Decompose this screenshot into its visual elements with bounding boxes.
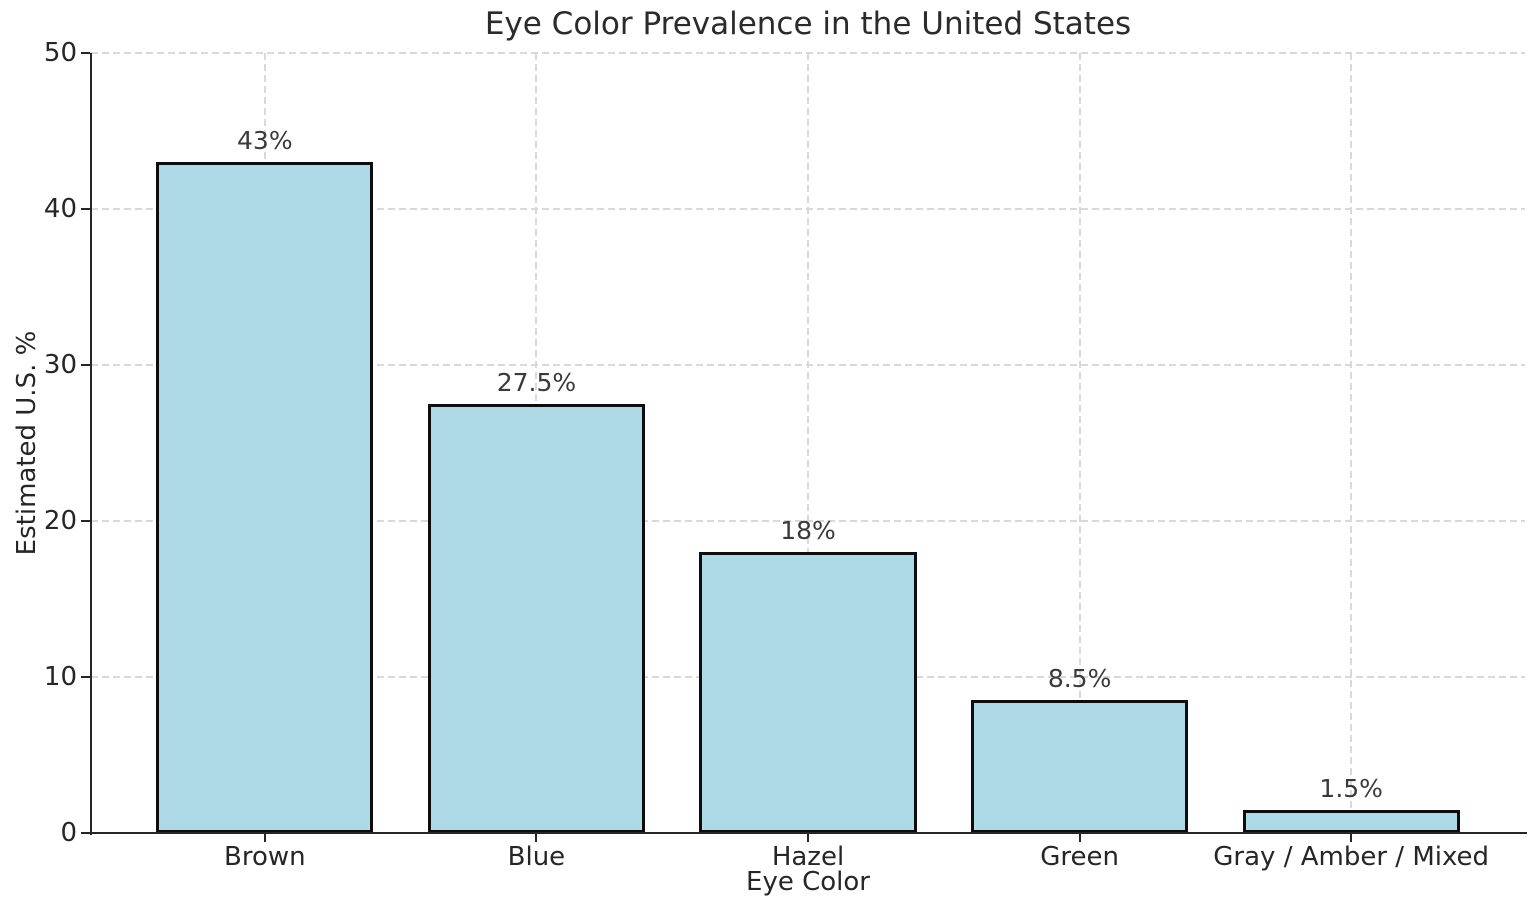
y-tick-mark [80,364,90,366]
y-tick-label: 20 [43,506,77,536]
x-tick-mark [1078,833,1081,842]
bar-value-label: 8.5% [1047,664,1112,694]
y-tick-mark [80,832,90,834]
x-axis-label: Eye Color [746,867,870,897]
bar-blue [427,404,646,833]
chart-title: Eye Color Prevalence in the United State… [484,6,1132,42]
bar-value-label: 27.5% [496,368,577,397]
y-tick-label: 30 [43,350,77,380]
x-tick-mark [807,833,809,842]
bar-value-label: 1.5% [1319,773,1383,803]
x-tick-mark [535,833,538,842]
plot-area: 0 10 20 30 40 50 Brown 43% Blue 27.5% Hazel 18% Gree… [44,38,1527,872]
y-axis-spine [89,53,93,835]
bar-hazel [699,552,917,833]
x-gridline [807,53,809,833]
x-tick-label: Hazel [771,842,845,872]
bar-value-label: 18% [780,516,836,546]
bar-gray-amber-mixed [1242,809,1460,833]
y-tick-label: 50 [43,38,77,68]
x-tick-label: Green [1040,842,1119,872]
x-tick-mark [1350,833,1353,842]
x-gridline [1078,53,1081,833]
bar-value-label: 43% [237,126,293,156]
x-tick-mark [263,833,266,842]
y-tick-label: 40 [43,194,77,224]
y-tick-mark [80,52,90,54]
x-tick-label: Gray / Amber / Mixed [1213,842,1490,872]
y-tick-label: 0 [60,818,77,848]
y-tick-mark [80,520,90,522]
y-tick-label: 10 [43,662,77,692]
x-gridline [1350,53,1353,833]
y-tick-mark [80,676,90,678]
x-tick-label: Brown [224,842,306,872]
y-tick-mark [80,208,90,210]
x-tick-label: Blue [507,842,566,872]
bar-brown [156,162,374,833]
bar-green [970,700,1189,833]
